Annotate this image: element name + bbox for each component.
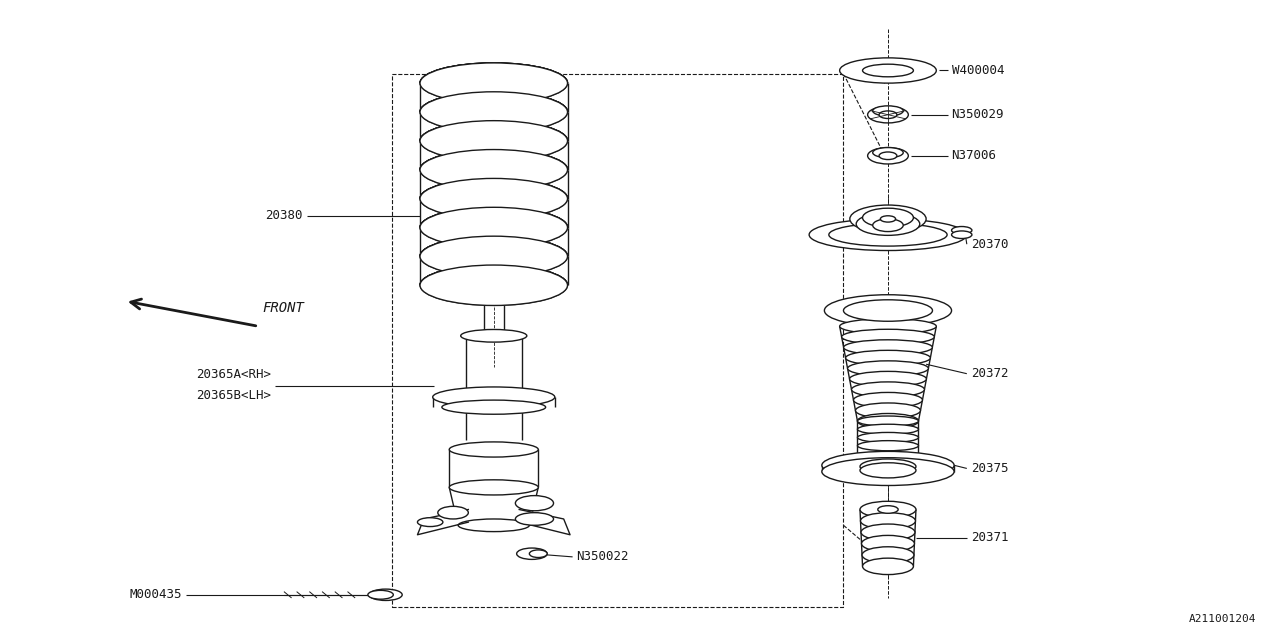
Ellipse shape	[844, 340, 932, 355]
Ellipse shape	[420, 179, 567, 219]
Ellipse shape	[442, 400, 545, 414]
Ellipse shape	[420, 207, 567, 248]
Ellipse shape	[809, 219, 966, 250]
Text: W400004: W400004	[951, 64, 1004, 77]
Ellipse shape	[858, 433, 919, 442]
Text: 20365B<LH>: 20365B<LH>	[196, 389, 271, 403]
Ellipse shape	[530, 550, 547, 557]
Ellipse shape	[420, 236, 567, 276]
Ellipse shape	[860, 513, 915, 529]
Ellipse shape	[420, 265, 567, 305]
Ellipse shape	[367, 590, 393, 599]
Ellipse shape	[856, 212, 920, 236]
Ellipse shape	[369, 589, 402, 600]
Ellipse shape	[420, 63, 567, 103]
Ellipse shape	[822, 451, 954, 479]
Ellipse shape	[868, 148, 909, 164]
Ellipse shape	[881, 216, 896, 222]
Ellipse shape	[420, 265, 567, 305]
Ellipse shape	[438, 506, 468, 519]
Text: 20370: 20370	[970, 237, 1009, 251]
Ellipse shape	[860, 463, 916, 478]
Ellipse shape	[516, 513, 553, 525]
Ellipse shape	[420, 150, 567, 190]
Ellipse shape	[879, 111, 897, 118]
Ellipse shape	[951, 227, 972, 234]
Ellipse shape	[420, 150, 567, 190]
Ellipse shape	[840, 58, 936, 83]
Text: FRONT: FRONT	[262, 301, 305, 315]
Ellipse shape	[847, 361, 928, 376]
Ellipse shape	[858, 441, 919, 451]
Ellipse shape	[858, 424, 919, 435]
Ellipse shape	[420, 121, 567, 161]
Ellipse shape	[842, 329, 934, 344]
Ellipse shape	[863, 208, 914, 227]
Text: M000435: M000435	[129, 588, 182, 601]
Ellipse shape	[420, 236, 567, 276]
Ellipse shape	[854, 392, 923, 408]
Ellipse shape	[873, 106, 904, 116]
Text: N350022: N350022	[576, 550, 628, 563]
Text: N350029: N350029	[951, 108, 1004, 121]
Ellipse shape	[516, 495, 553, 511]
Text: A211001204: A211001204	[1189, 614, 1257, 625]
Ellipse shape	[858, 416, 919, 426]
Ellipse shape	[861, 524, 915, 540]
Ellipse shape	[850, 205, 927, 233]
Ellipse shape	[858, 413, 919, 429]
Ellipse shape	[449, 480, 539, 495]
Ellipse shape	[863, 558, 914, 575]
Ellipse shape	[873, 219, 904, 232]
Ellipse shape	[873, 148, 904, 157]
Polygon shape	[520, 509, 570, 535]
Ellipse shape	[861, 536, 914, 552]
Ellipse shape	[840, 319, 936, 334]
Ellipse shape	[861, 547, 914, 563]
Text: 20380: 20380	[265, 209, 303, 222]
Ellipse shape	[846, 350, 931, 365]
Text: 20365A<RH>: 20365A<RH>	[196, 369, 271, 381]
Ellipse shape	[878, 506, 899, 513]
Ellipse shape	[433, 387, 554, 407]
Ellipse shape	[850, 371, 927, 387]
Ellipse shape	[860, 501, 916, 518]
Ellipse shape	[829, 223, 947, 246]
Ellipse shape	[517, 548, 547, 559]
Ellipse shape	[420, 121, 567, 161]
Ellipse shape	[824, 295, 951, 326]
Ellipse shape	[458, 519, 530, 532]
Ellipse shape	[417, 518, 443, 527]
Ellipse shape	[863, 64, 914, 77]
Text: 20372: 20372	[970, 367, 1009, 380]
Ellipse shape	[449, 442, 539, 457]
Ellipse shape	[868, 106, 909, 123]
Text: 20375: 20375	[970, 462, 1009, 475]
Ellipse shape	[420, 179, 567, 219]
Polygon shape	[417, 509, 468, 535]
Text: 20371: 20371	[970, 531, 1009, 545]
Ellipse shape	[855, 403, 920, 418]
Ellipse shape	[844, 300, 933, 321]
Ellipse shape	[951, 231, 972, 239]
Ellipse shape	[420, 63, 567, 103]
Ellipse shape	[420, 92, 567, 132]
Ellipse shape	[461, 330, 527, 342]
Ellipse shape	[420, 92, 567, 132]
Ellipse shape	[420, 207, 567, 248]
Text: N37006: N37006	[951, 149, 997, 163]
Ellipse shape	[851, 382, 924, 397]
Ellipse shape	[860, 459, 916, 474]
Ellipse shape	[822, 458, 954, 486]
Ellipse shape	[879, 152, 897, 159]
